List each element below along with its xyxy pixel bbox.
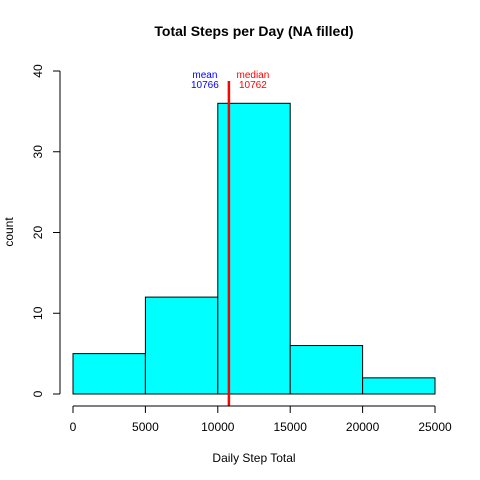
median-annotation-value: 10762 [239, 80, 267, 91]
x-axis: 0 5000 10000 15000 20000 25000 [70, 405, 452, 434]
median-annotation-label: median [236, 70, 269, 81]
histogram-bar-1 [72, 353, 146, 395]
y-tick-label: 20 [31, 226, 45, 240]
bars-group [72, 102, 436, 395]
y-tick-label: 30 [31, 145, 45, 159]
x-axis-label: Daily Step Total [212, 451, 295, 465]
histogram-bar-4 [289, 345, 364, 395]
x-tick-label: 20000 [346, 420, 380, 434]
x-tick-label: 0 [70, 420, 77, 434]
y-axis: 0 10 20 30 40 [31, 64, 61, 397]
y-axis-label: count [2, 217, 16, 247]
y-tick-label: 0 [31, 390, 45, 397]
y-tick-label: 40 [31, 64, 45, 78]
chart-title: Total Steps per Day (NA filled) [154, 23, 353, 39]
histogram-bar-2 [144, 296, 219, 395]
x-tick-label: 25000 [418, 420, 452, 434]
mean-annotation-label: mean [192, 70, 217, 81]
x-tick-label: 10000 [201, 420, 235, 434]
x-tick-label: 15000 [274, 420, 308, 434]
histogram-bar-5 [362, 377, 436, 395]
x-tick-label: 5000 [132, 420, 159, 434]
mean-annotation-value: 10766 [191, 80, 219, 91]
y-tick-label: 10 [31, 306, 45, 320]
